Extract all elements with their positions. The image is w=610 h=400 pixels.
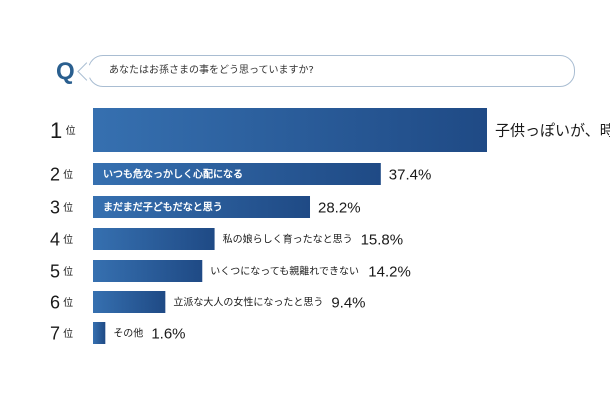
bar: [93, 291, 166, 313]
rank-suffix: 位: [63, 327, 73, 340]
question-bubble: あなたはお孫さまの事をどう思っていますか?: [77, 55, 575, 87]
value-label: 28.2%: [318, 199, 361, 216]
rank-suffix: 位: [63, 265, 73, 278]
category-label: いくつになっても親離れできない: [210, 265, 359, 278]
rank-number: 5: [50, 261, 60, 281]
category-label: 子供っぽいが、時折大人になったな、と感じることがある: [495, 121, 610, 139]
rank-number: 7: [50, 323, 60, 343]
category-label: まだまだ子どもだなと思う: [103, 201, 223, 214]
bars-group: 1位子供っぽいが、時折大人になったな、と感じることがある51.2%2位いつも危な…: [50, 108, 610, 344]
bar: [93, 322, 106, 344]
value-label: 1.6%: [151, 325, 185, 342]
value-label: 15.8%: [361, 231, 404, 248]
value-label: 37.4%: [389, 166, 432, 183]
rank-suffix: 位: [66, 124, 76, 137]
bar: [93, 228, 215, 250]
rank-suffix: 位: [63, 168, 73, 181]
bar: [93, 163, 381, 185]
value-label: 9.4%: [331, 294, 365, 311]
rank-number: 3: [50, 197, 60, 217]
rank-number: 1: [50, 118, 62, 143]
bar: [93, 108, 487, 152]
rank-suffix: 位: [63, 201, 73, 214]
bar: [93, 196, 311, 218]
category-label: 私の娘らしく育ったなと思う: [223, 233, 353, 246]
rank-suffix: 位: [63, 233, 73, 246]
category-label: その他: [113, 327, 143, 340]
rank-number: 6: [50, 292, 60, 312]
category-label: いつも危なっかしく心配になる: [103, 168, 243, 181]
rank-number: 2: [50, 164, 60, 184]
bar: [93, 260, 203, 282]
category-label: 立派な大人の女性になったと思う: [173, 296, 323, 309]
question-text: あなたはお孫さまの事をどう思っていますか?: [109, 65, 314, 76]
rank-suffix: 位: [63, 296, 73, 309]
rank-number: 4: [50, 229, 60, 249]
question-marker: Q: [56, 58, 75, 85]
value-label: 14.2%: [368, 263, 411, 280]
